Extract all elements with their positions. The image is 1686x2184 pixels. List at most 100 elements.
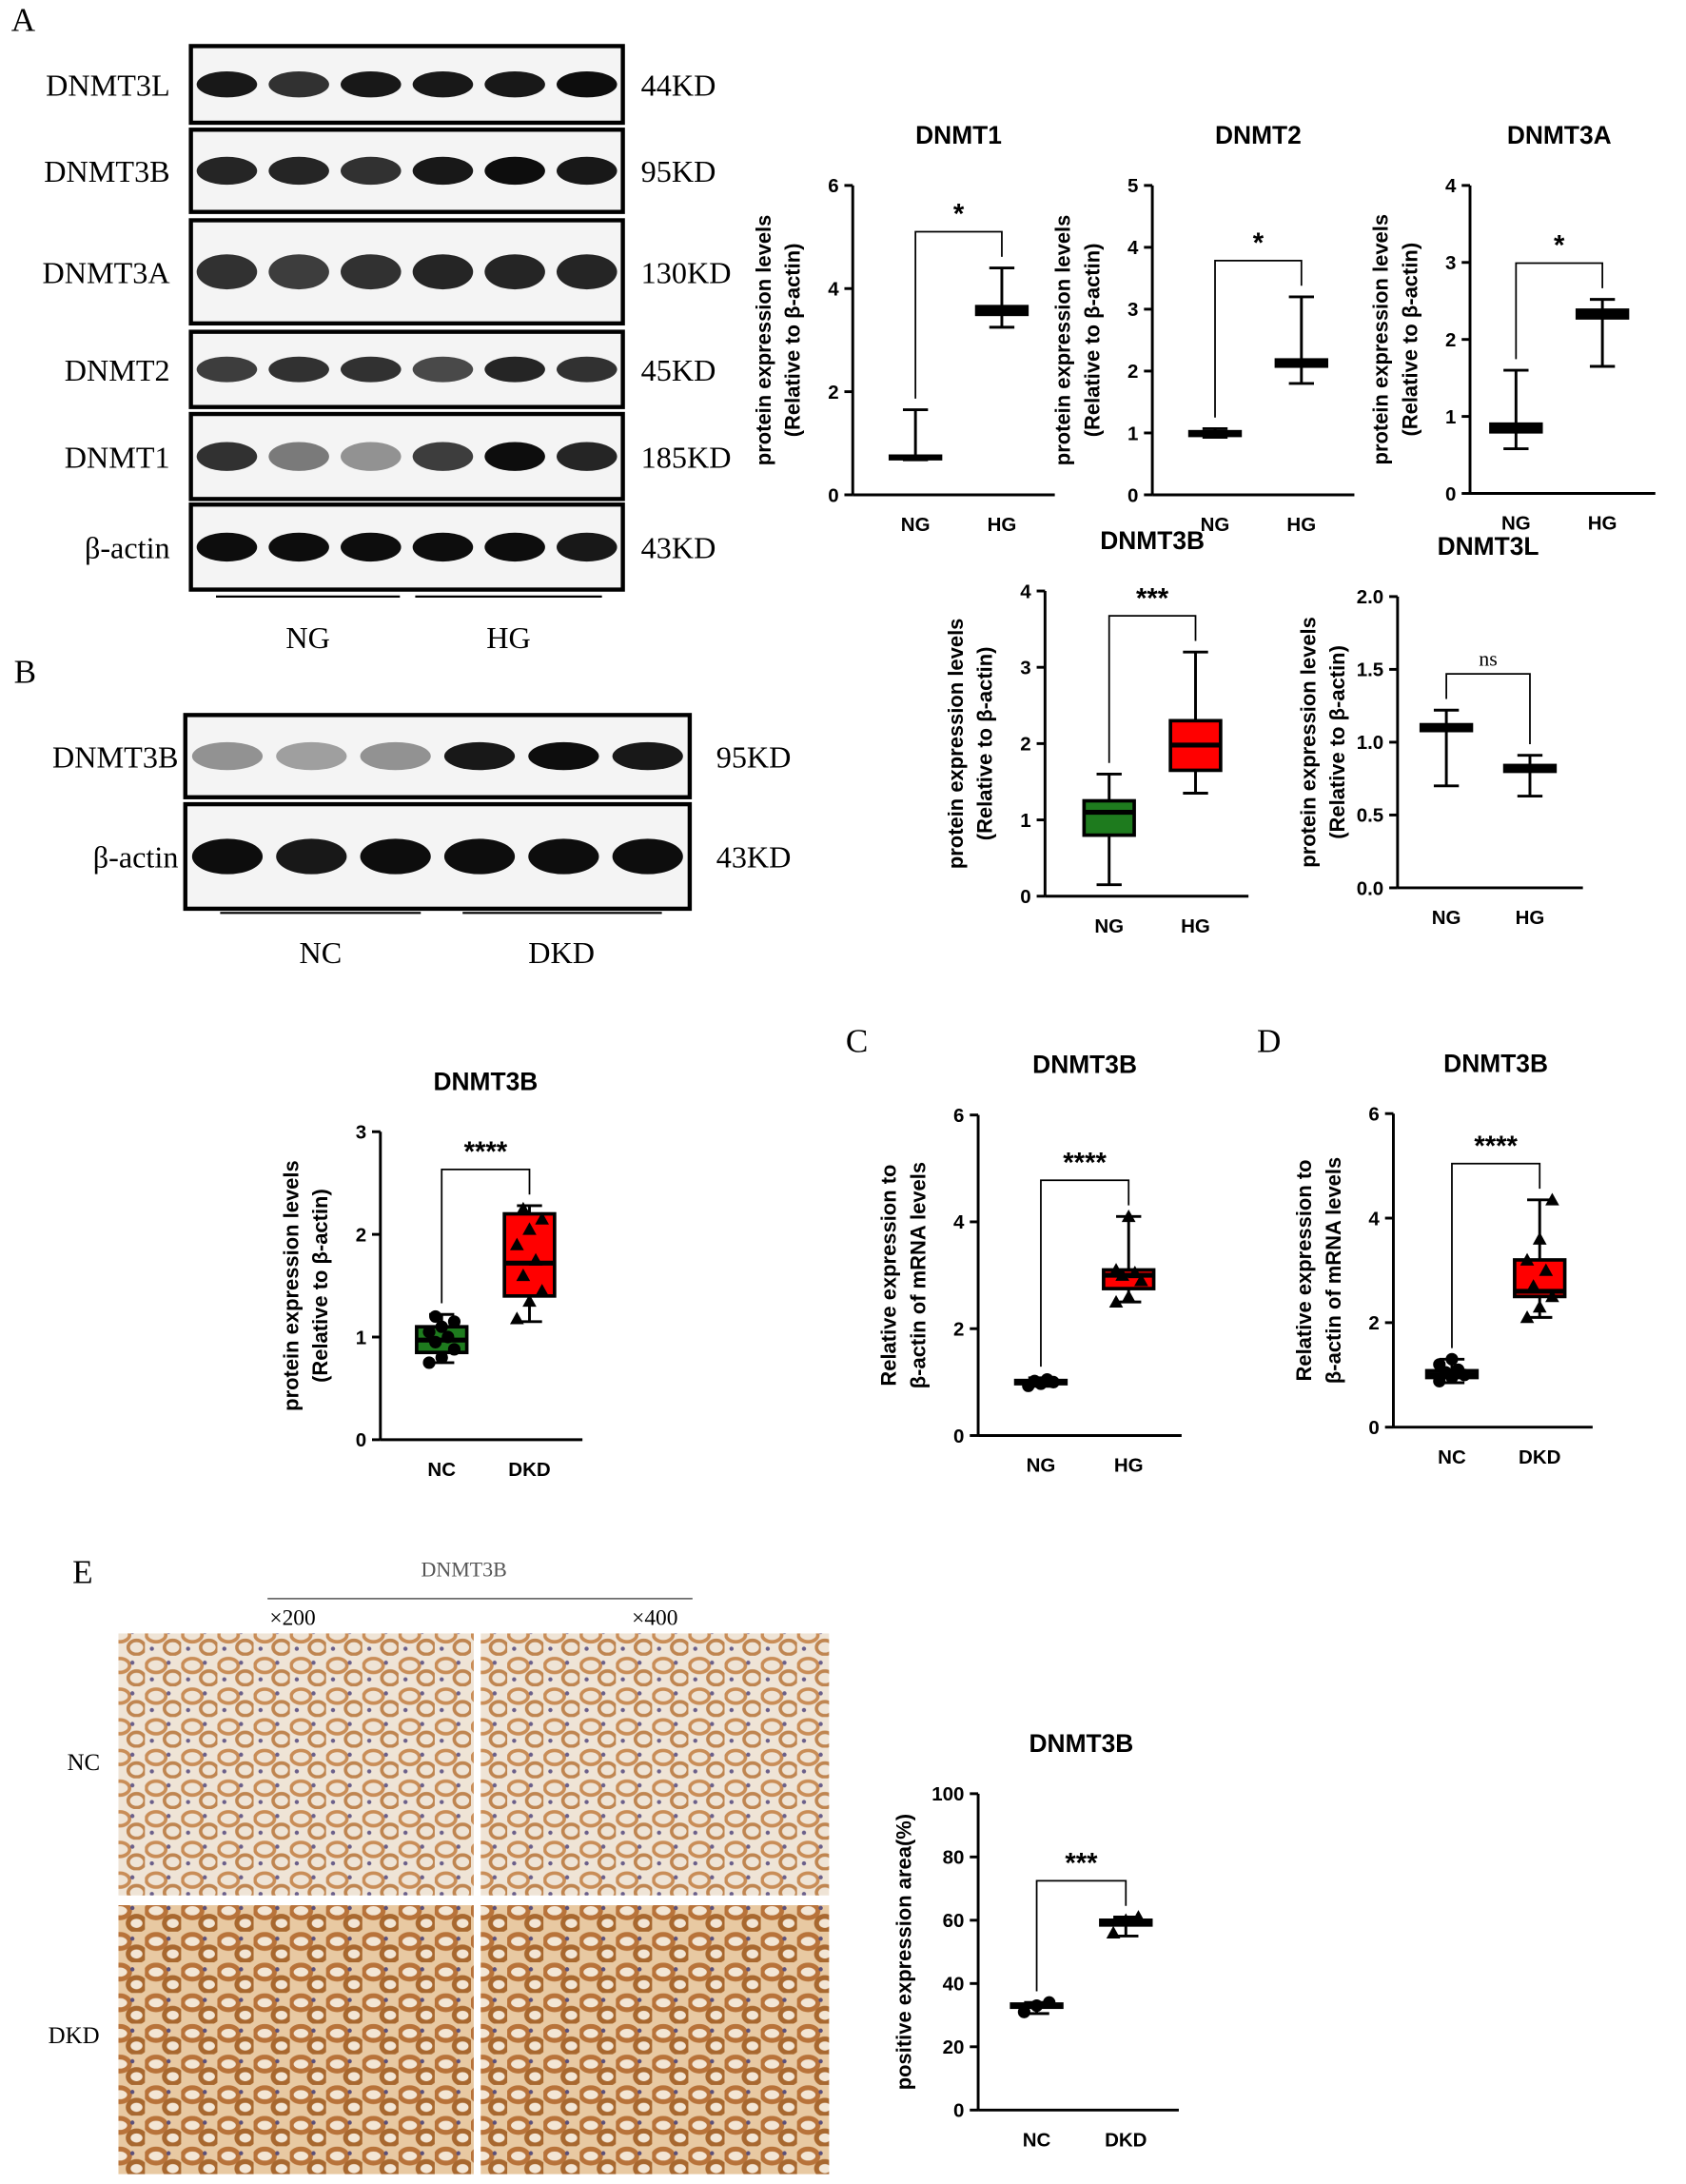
blot-band	[341, 356, 402, 383]
y-tick-label: 4	[828, 279, 839, 301]
x-tick-label: DKD	[1105, 2129, 1147, 2151]
blot-band	[484, 254, 545, 290]
y-tick-label: 0	[828, 484, 838, 506]
significance-label: *	[953, 199, 965, 230]
data-point	[1519, 1252, 1535, 1266]
blot-band	[484, 71, 545, 98]
blot-band	[557, 442, 618, 471]
significance-label: ****	[1063, 1147, 1107, 1178]
y-tick-label: 1.0	[1357, 732, 1384, 754]
blot-band	[268, 442, 329, 471]
blot-band	[268, 71, 329, 98]
blot-band	[528, 838, 599, 875]
blot-band	[557, 356, 618, 383]
y-tick-label: 0.0	[1357, 877, 1384, 899]
y-axis-label: (Relative to β-actin)	[308, 1189, 332, 1383]
y-tick-label: 4	[1368, 1208, 1380, 1230]
data-point	[429, 1335, 442, 1348]
panel-label: A	[11, 1, 36, 38]
blot-size: 45KD	[641, 353, 716, 387]
ihc-image	[118, 1905, 474, 2174]
significance-label: ***	[1065, 1848, 1098, 1879]
chart-title: DNMT3B	[1443, 1049, 1548, 1077]
data-point	[522, 1222, 537, 1235]
blot-label: DNMT3L	[46, 68, 170, 102]
blot-frame	[188, 128, 625, 214]
x-tick-label: HG	[1286, 514, 1316, 536]
data-point	[447, 1315, 461, 1328]
blot-band	[341, 71, 402, 98]
data-point	[1545, 1289, 1559, 1303]
blot-band	[341, 254, 402, 290]
group-label: DKD	[528, 935, 595, 970]
blot-band	[557, 532, 618, 562]
y-axis-label: protein expression levels	[1369, 214, 1393, 465]
data-point	[1108, 1263, 1124, 1276]
ihc-image	[118, 1633, 474, 1896]
blot-band	[196, 156, 258, 186]
data-point	[1451, 1363, 1465, 1376]
significance-bracket	[1108, 615, 1197, 763]
y-tick-label: 4	[953, 1211, 965, 1233]
y-tick-label: 2	[1020, 734, 1030, 756]
ihc-row-label: NC	[68, 1750, 101, 1776]
chart-title: DNMT3B	[433, 1067, 538, 1095]
blot-frame	[183, 801, 693, 912]
blot-band	[412, 532, 474, 562]
x-tick-label: NC	[427, 1459, 456, 1481]
ihc-mag: ×200	[269, 1606, 315, 1631]
x-tick-label: HG	[1516, 907, 1545, 929]
y-tick-label: 3	[1127, 299, 1138, 321]
data-point	[1545, 1192, 1559, 1206]
y-tick-label: 5	[1127, 175, 1138, 197]
x-tick-label: NG	[1501, 513, 1531, 535]
blot-band	[484, 442, 545, 471]
blot-frame	[188, 502, 625, 592]
blot-band	[341, 532, 402, 562]
blot-band	[191, 838, 264, 875]
data-point	[447, 1343, 461, 1356]
panel-label: D	[1257, 1023, 1281, 1060]
blot-band	[196, 442, 258, 471]
data-point	[522, 1293, 537, 1308]
data-point	[535, 1284, 549, 1297]
x-tick-label: NG	[1201, 514, 1230, 536]
data-point	[1519, 1310, 1535, 1324]
blot-band	[341, 442, 402, 471]
blot-band	[412, 356, 474, 383]
blot-band	[360, 838, 431, 875]
data-point	[1445, 1352, 1459, 1366]
chart-title: DNMT3B	[1100, 526, 1205, 555]
blot-label: DNMT1	[65, 440, 170, 474]
ihc-title: DNMT3B	[422, 1557, 507, 1581]
data-point	[1040, 1372, 1054, 1387]
y-tick-label: 1	[1020, 810, 1030, 832]
y-tick-label: 0	[1445, 483, 1456, 505]
chart-title: DNMT2	[1215, 121, 1302, 149]
y-tick-label: 3	[1445, 252, 1456, 274]
data-point	[435, 1350, 448, 1365]
y-tick-label: 2.0	[1357, 586, 1384, 608]
significance-bracket	[1451, 1162, 1541, 1348]
group-label: HG	[486, 620, 531, 655]
y-tick-label: 0.5	[1357, 805, 1384, 827]
blot-band	[612, 741, 683, 771]
blot-band	[268, 356, 329, 383]
y-tick-label: 1	[1127, 423, 1138, 444]
x-tick-label: NC	[1438, 1446, 1466, 1468]
blot-frame	[188, 329, 625, 409]
blot-band	[268, 156, 329, 186]
blot-band	[196, 254, 258, 290]
panel-label: B	[14, 654, 36, 691]
x-tick-label: NC	[1023, 2129, 1051, 2151]
blot-band	[268, 532, 329, 562]
x-tick-label: NG	[1094, 915, 1124, 937]
ihc-mag: ×400	[632, 1606, 677, 1631]
blot-size: 185KD	[641, 440, 732, 474]
y-tick-label: 2	[828, 382, 838, 403]
blot-band	[196, 532, 258, 562]
y-axis-label: positive expression area(%)	[892, 1814, 916, 2090]
blot-band	[484, 356, 545, 383]
y-tick-label: 20	[943, 2036, 965, 2058]
